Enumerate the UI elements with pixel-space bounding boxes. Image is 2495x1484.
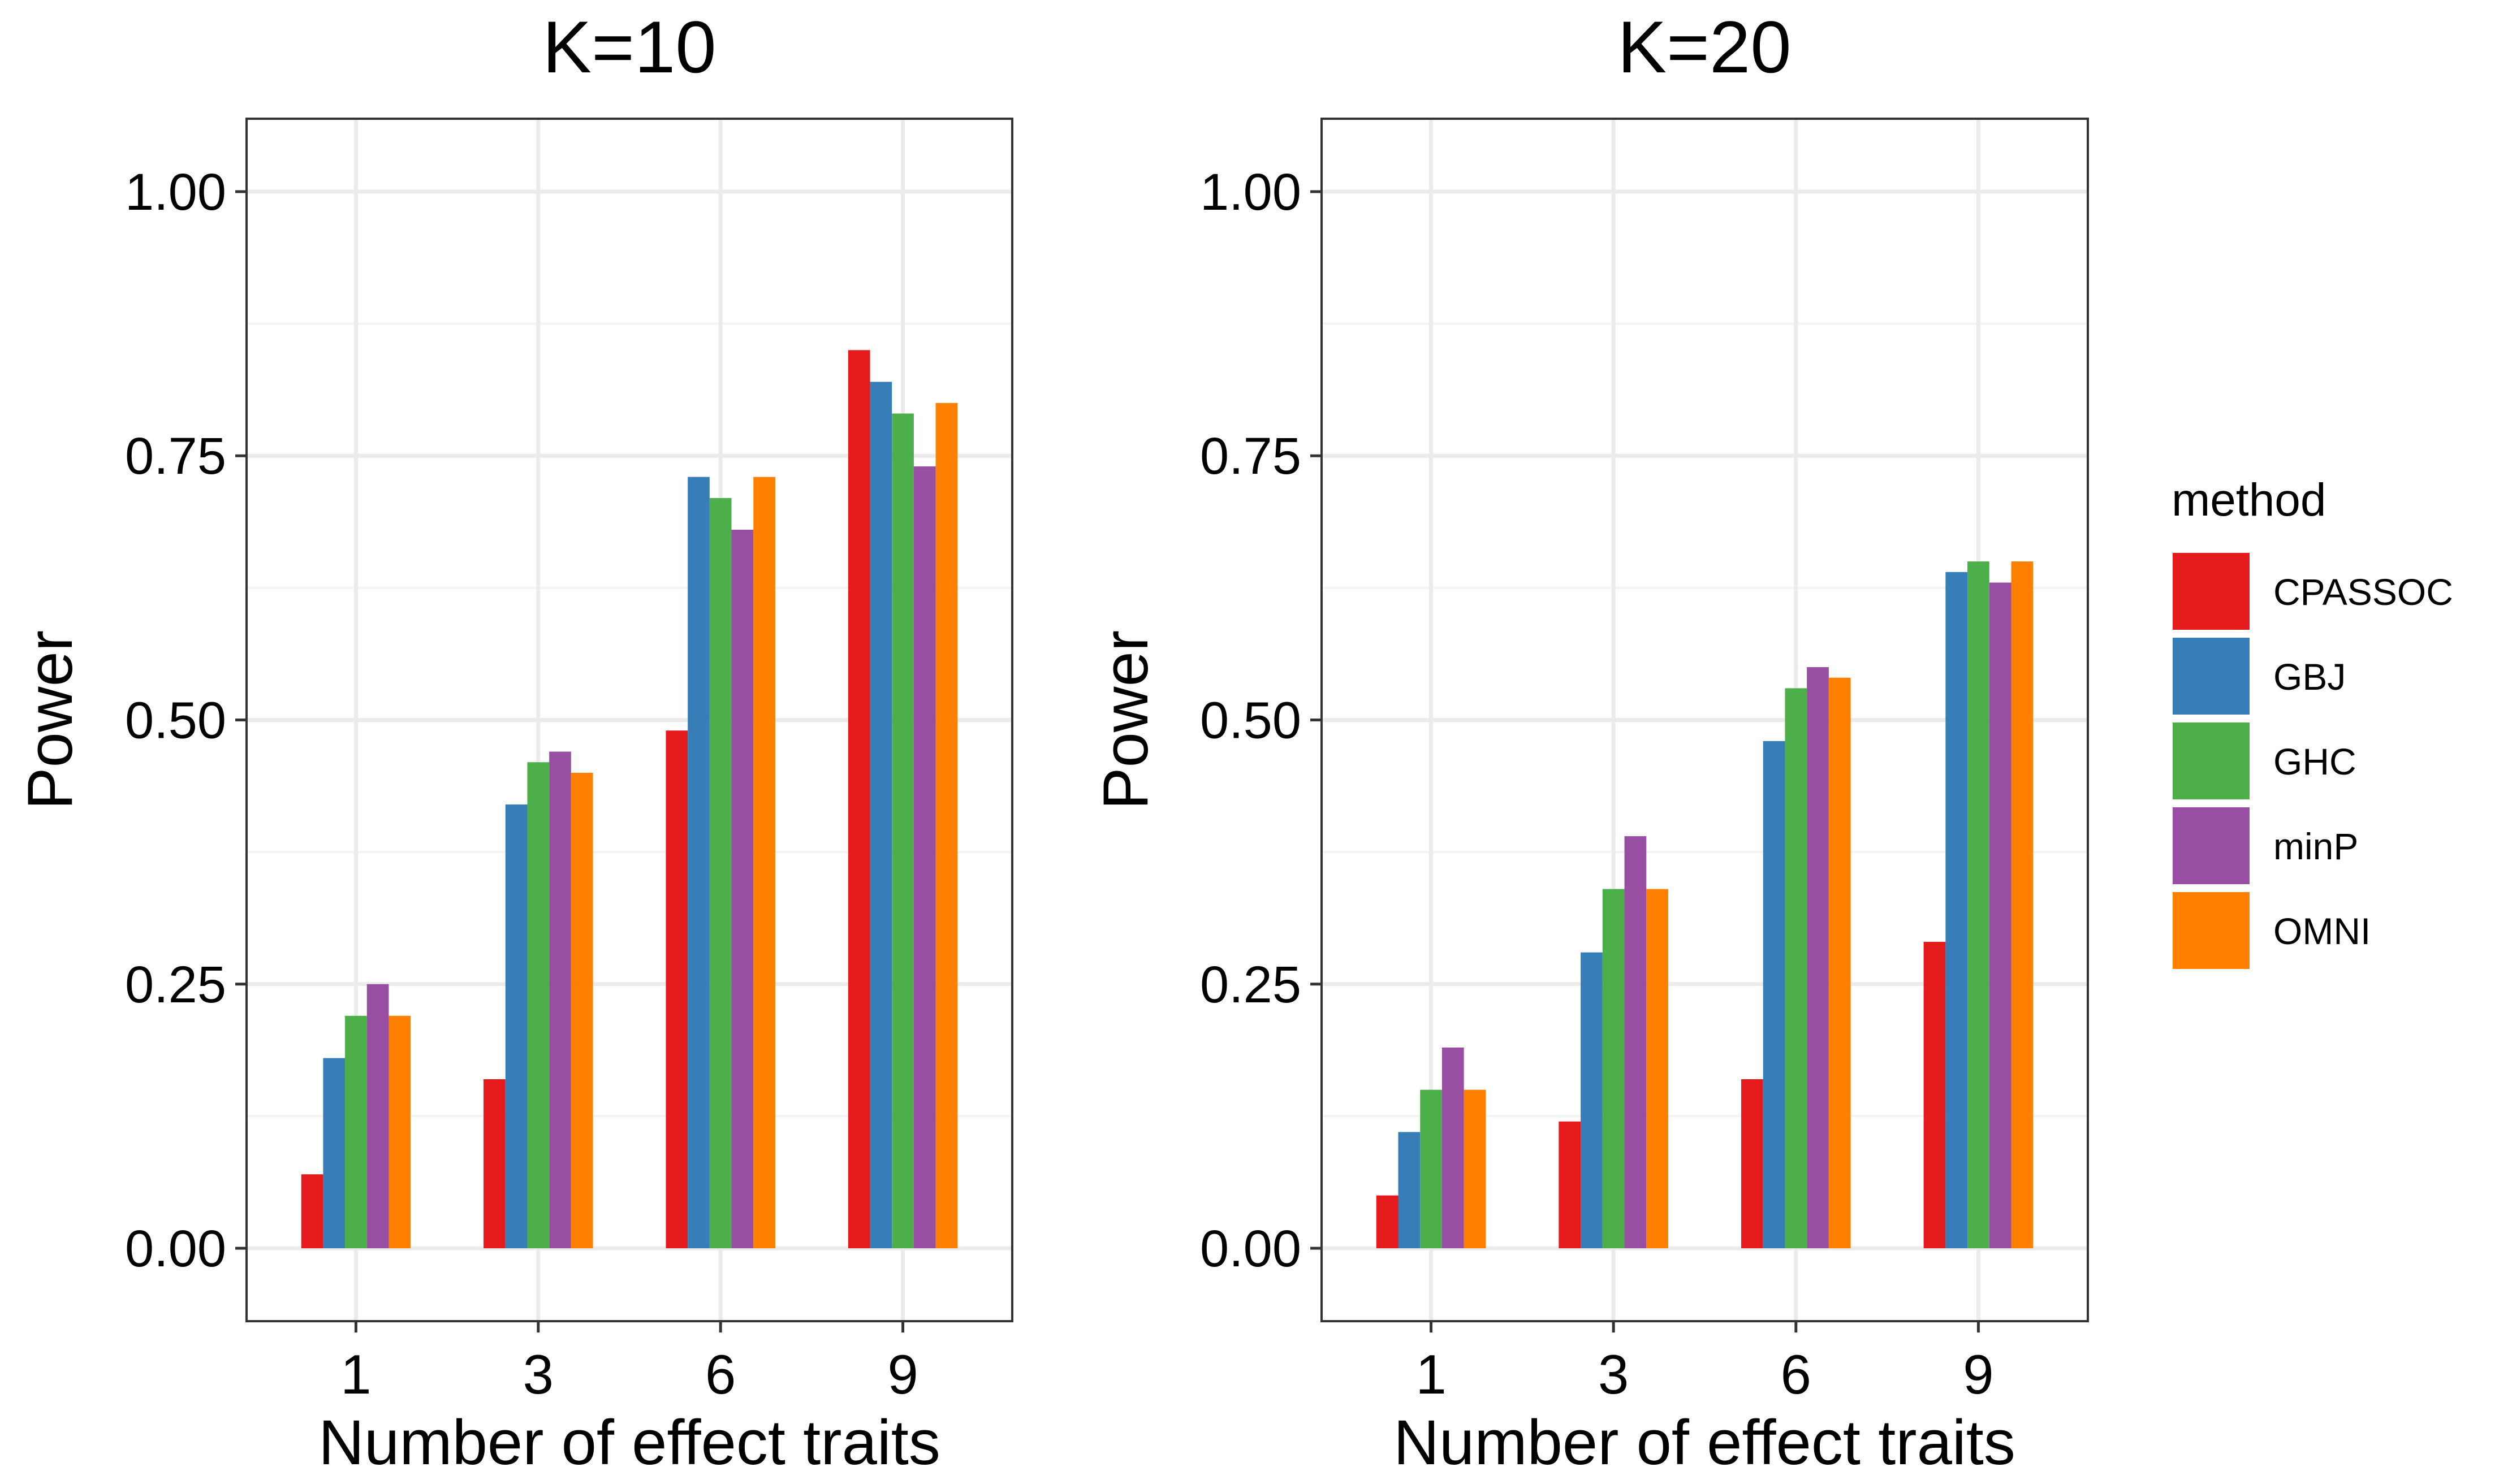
bar-gbj-1 [323,1058,346,1249]
legend-key-gbj [2173,638,2250,715]
x-tick-label: 9 [887,1343,918,1405]
y-tick-label: 0.00 [1200,1220,1301,1278]
legend-label-ghc: GHC [2273,741,2356,782]
y-tick-label: 0.25 [1200,956,1301,1014]
bar-omni-9 [935,403,958,1249]
panel-title: K=20 [1617,6,1791,88]
legend-key-cpassoc [2173,553,2250,630]
bar-cpassoc-9 [1923,942,1946,1249]
bar-minp-3 [549,751,571,1249]
chart-panel-1: 0.00 0.25 0.50 0.75 1.00 1 3 6 9 K=10 Number of ef… [15,6,1013,1478]
bar-gbj-6 [1763,741,1785,1249]
bar-cpassoc-1 [301,1174,323,1249]
chart-panel-2: 0.00 0.25 0.50 0.75 1.00 1 3 6 9 K=20 Number of ef… [1090,6,2089,1478]
y-tick-label: 0.25 [125,956,226,1014]
legend: method CPASSOC GBJ GHC minP OMNI [2172,474,2453,969]
bar-minp-6 [731,530,754,1249]
y-tick-label: 0.75 [125,427,226,485]
bar-cpassoc-6 [666,730,688,1249]
bar-omni-3 [571,772,593,1249]
bar-minp-3 [1624,836,1647,1249]
bar-gbj-9 [1945,572,1968,1249]
y-tick-label: 0.50 [1200,692,1301,750]
bar-omni-3 [1646,889,1668,1249]
x-tick-label: 1 [340,1343,372,1405]
bar-cpassoc-9 [848,350,870,1249]
bar-omni-1 [389,1015,411,1249]
x-tick-label: 6 [1781,1343,1812,1405]
bar-ghc-3 [1602,889,1625,1249]
bar-gbj-9 [870,382,892,1249]
legend-label-cpassoc: CPASSOC [2273,571,2453,613]
y-tick-label: 1.00 [125,163,226,221]
bar-cpassoc-6 [1741,1079,1763,1249]
x-tick-label: 3 [1598,1343,1629,1405]
bar-ghc-6 [709,497,732,1249]
legend-key-omni [2173,892,2250,969]
bar-omni-6 [1828,677,1851,1249]
bar-minp-9 [1989,582,2011,1249]
bar-minp-1 [366,984,389,1249]
legend-key-ghc [2173,722,2250,799]
legend-label-omni: OMNI [2273,910,2371,952]
bar-gbj-6 [688,477,710,1249]
bar-ghc-9 [1967,561,1989,1249]
bar-minp-6 [1807,667,1829,1249]
legend-title: method [2172,474,2326,526]
y-tick-label: 1.00 [1200,163,1301,221]
bar-gbj-1 [1398,1132,1421,1249]
bar-ghc-1 [1420,1089,1442,1249]
x-tick-label: 9 [1963,1343,1994,1405]
x-axis-title: Number of effect traits [318,1407,940,1478]
legend-label-minp: minP [2273,825,2358,867]
y-tick-label: 0.00 [125,1220,226,1278]
bar-cpassoc-3 [484,1079,506,1249]
bar-cpassoc-1 [1376,1195,1398,1249]
y-tick-label: 0.50 [125,692,226,750]
bar-ghc-6 [1785,688,1807,1249]
bar-omni-1 [1464,1089,1486,1249]
legend-key-minp [2173,807,2250,884]
bar-ghc-1 [345,1015,367,1249]
bar-cpassoc-3 [1559,1121,1581,1249]
y-axis-title: Power [1090,630,1161,810]
legend-label-gbj: GBJ [2273,656,2346,698]
y-axis-title: Power [15,630,85,810]
x-tick-label: 3 [523,1343,554,1405]
bar-minp-1 [1441,1047,1464,1249]
bar-gbj-3 [1581,952,1603,1249]
bar-gbj-3 [505,804,528,1249]
bar-minp-9 [913,466,936,1249]
x-tick-label: 6 [705,1343,736,1405]
bar-omni-6 [753,477,775,1249]
x-axis-title: Number of effect traits [1393,1407,2015,1478]
bar-omni-9 [2011,561,2034,1249]
bar-ghc-9 [892,413,914,1249]
y-tick-label: 0.75 [1200,427,1301,485]
panel-title: K=10 [542,6,716,88]
x-tick-label: 1 [1415,1343,1447,1405]
bar-ghc-3 [527,762,550,1249]
